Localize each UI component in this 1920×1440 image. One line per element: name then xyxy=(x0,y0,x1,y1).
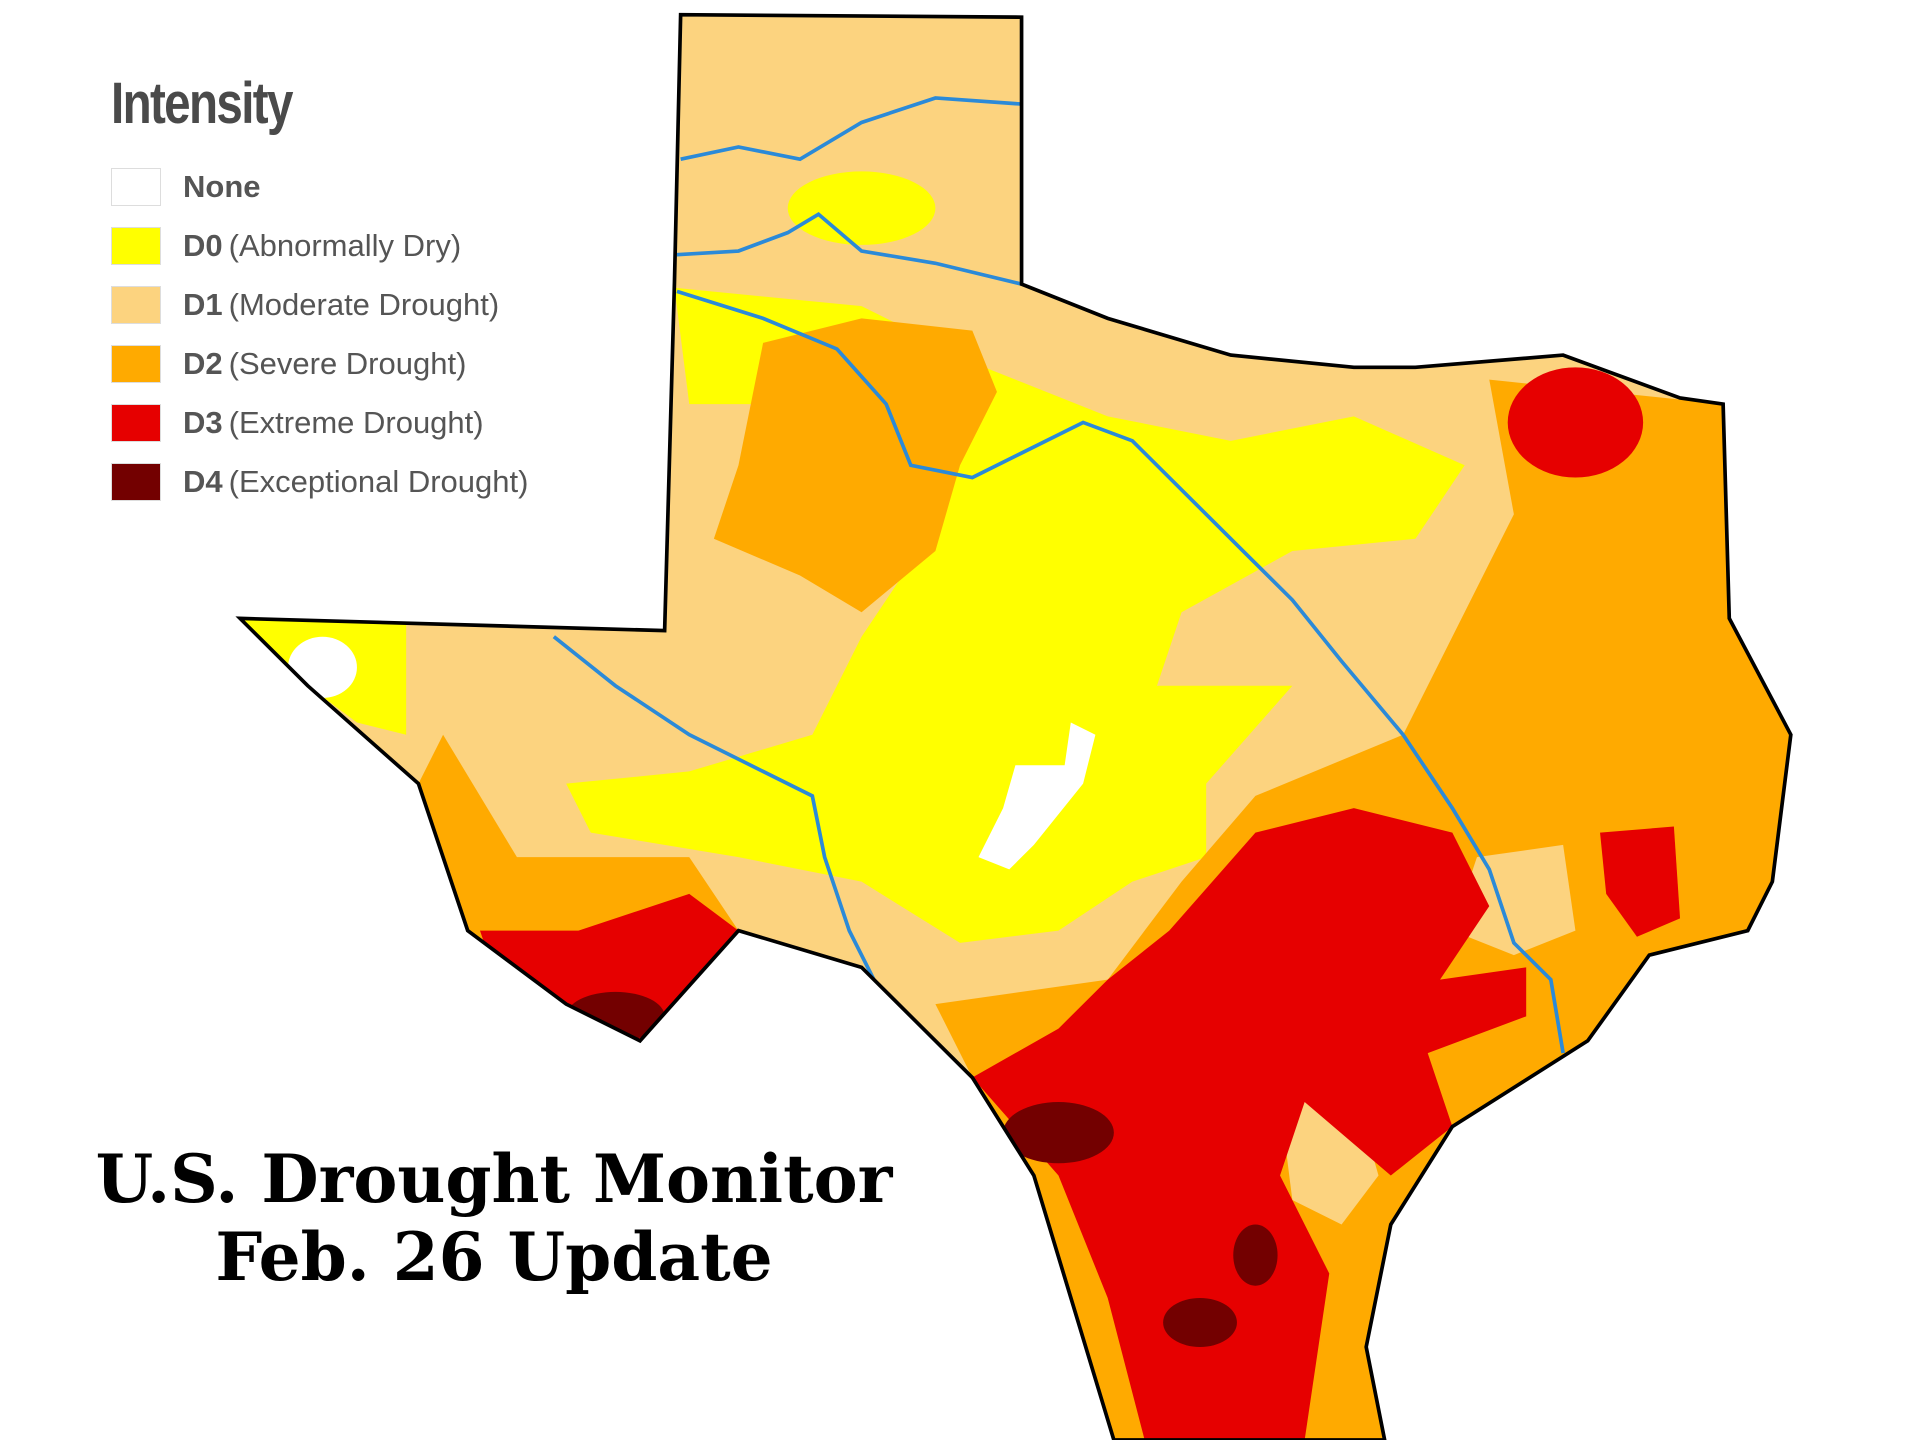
region-d4 xyxy=(1163,1297,1237,1347)
legend-label: None xyxy=(183,168,261,204)
rivers xyxy=(552,96,1565,1054)
legend-swatch xyxy=(111,344,161,383)
region-d1 xyxy=(1452,844,1576,956)
legend-swatch xyxy=(111,403,161,442)
legend-item: D2 (Severe Drought) xyxy=(111,334,528,393)
region-d3 xyxy=(972,808,1527,1440)
legend-swatch xyxy=(111,285,161,324)
legend-code: D3 xyxy=(183,404,223,440)
region-none xyxy=(288,636,357,698)
legend-rows: None D0 (Abnormally Dry) D1 (Moderate Drough… xyxy=(111,157,528,511)
region-d0 xyxy=(566,287,1465,943)
legend-description: (Moderate Drought) xyxy=(228,286,500,322)
legend-item: D4 (Exceptional Drought) xyxy=(111,452,528,511)
legend-swatch xyxy=(111,462,161,501)
legend-description: (Severe Drought) xyxy=(228,345,467,381)
legend-code: D1 xyxy=(183,286,223,322)
legend-code: D0 xyxy=(183,227,223,263)
legend: Intensity None D0 (Abnormally Dry) D1 (Moder… xyxy=(111,70,528,511)
legend-item: D3 (Extreme Drought) xyxy=(111,393,528,452)
legend-item: D1 (Moderate Drought) xyxy=(111,275,528,334)
legend-swatch xyxy=(111,226,161,265)
legend-description: (Exceptional Drought) xyxy=(228,463,529,499)
region-d3 xyxy=(1507,367,1644,478)
region-d4 xyxy=(1233,1224,1278,1286)
legend-item: None xyxy=(111,157,528,216)
region-d3 xyxy=(480,893,739,1041)
region-d4 xyxy=(1003,1102,1114,1164)
region-none xyxy=(978,722,1096,870)
legend-code: D4 xyxy=(183,463,223,499)
legend-item: D0 (Abnormally Dry) xyxy=(111,216,528,275)
legend-swatch xyxy=(111,167,161,206)
legend-code: D2 xyxy=(183,345,223,381)
legend-description: (Extreme Drought) xyxy=(228,404,484,440)
caption: U.S. Drought Monitor Feb. 26 Update xyxy=(0,1140,988,1296)
region-d0 xyxy=(787,171,936,245)
caption-line: U.S. Drought Monitor xyxy=(95,1140,893,1218)
region-d3 xyxy=(1600,826,1681,937)
legend-title: Intensity xyxy=(111,71,293,136)
caption-line: Feb. 26 Update xyxy=(215,1218,773,1296)
legend-description: (Abnormally Dry) xyxy=(228,227,462,263)
region-d4 xyxy=(566,991,665,1041)
region-d2 xyxy=(713,318,997,613)
